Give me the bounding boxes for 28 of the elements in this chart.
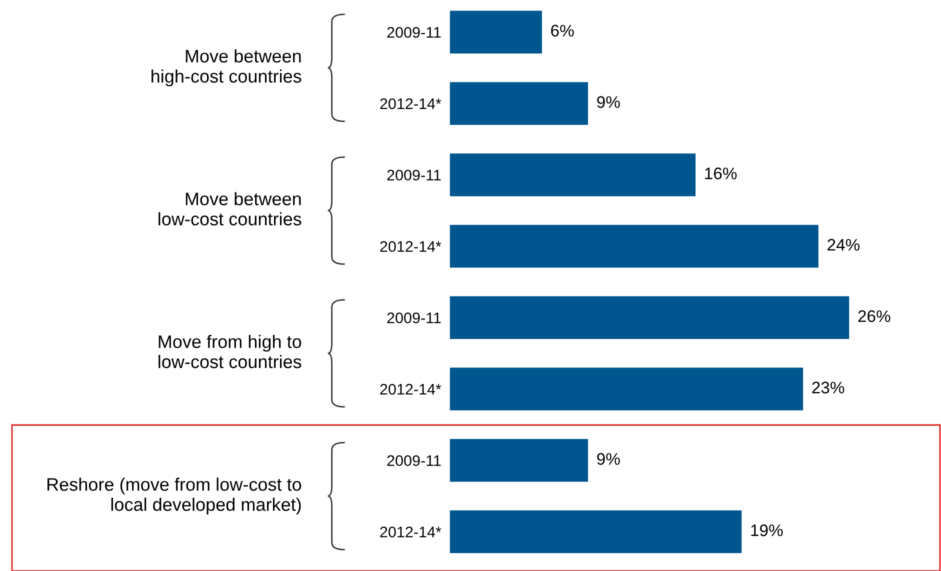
bar — [450, 296, 850, 340]
y-tick-label: 2012-14* — [380, 526, 442, 538]
bar — [450, 224, 818, 268]
y-tick-label: 2009-11 — [387, 312, 441, 324]
text: Move between high-cost countries — [152, 49, 302, 86]
data-label: 16% — [705, 168, 737, 180]
data-label: 19% — [751, 524, 783, 536]
y-tick-label: 2012-14* — [380, 241, 442, 252]
bar — [450, 82, 588, 125]
bar — [450, 438, 588, 482]
bar — [450, 153, 696, 196]
bar — [450, 510, 742, 554]
bar — [450, 10, 542, 54]
y-tick-label: 2009-11 — [387, 170, 441, 181]
text: Reshore (move from low-cost to local developed market) — [48, 478, 302, 515]
data-label: 23% — [812, 382, 844, 394]
text: Move between low-cost countries — [158, 192, 302, 226]
data-label: 9% — [597, 96, 620, 108]
text: Move from high to low-cost countries — [158, 334, 302, 368]
y-tick-label: 2012-14* — [380, 384, 442, 395]
y-tick-label: 2009-11 — [387, 26, 441, 38]
data-label: 24% — [828, 238, 860, 251]
bar — [450, 368, 804, 410]
data-label: 26% — [858, 310, 890, 322]
data-label: 9% — [597, 453, 620, 465]
y-tick-label: 2012-14* — [380, 98, 442, 110]
data-label: 6% — [551, 24, 574, 37]
y-tick-label: 2009-11 — [387, 455, 441, 466]
